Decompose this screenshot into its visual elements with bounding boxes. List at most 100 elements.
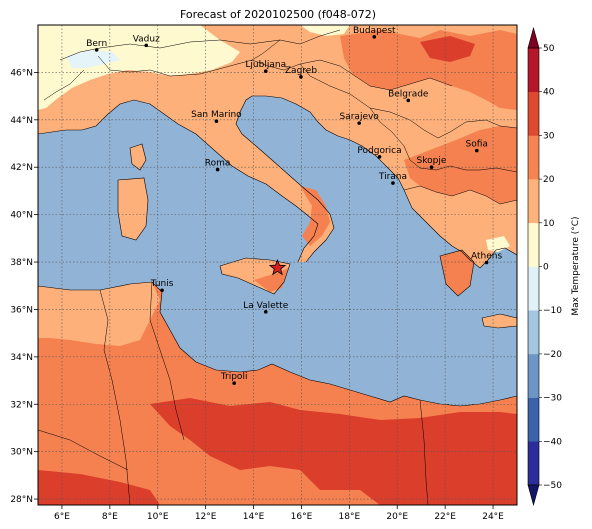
colorbar: −50 −40 −30 −20 −10 0 10 20 30 40 50	[527, 26, 562, 507]
city-label: Ljubljana	[245, 60, 286, 70]
y-tick-label: 36°N	[10, 305, 33, 315]
land-warm-hungary	[340, 30, 517, 110]
land-corsica	[130, 144, 146, 170]
city-dot	[377, 154, 382, 159]
y-tick-label: 44°N	[10, 116, 33, 126]
colorbar-segment	[528, 48, 539, 92]
city-dot	[215, 167, 220, 172]
city-label: Zagreb	[285, 66, 317, 76]
city-label: Podgorica	[357, 146, 401, 156]
city-dot	[474, 148, 479, 153]
country-borders	[38, 29, 517, 505]
colorbar-tick-label: −20	[543, 350, 562, 360]
y-tick-label: 46°N	[10, 68, 33, 78]
city-label: Vaduz	[133, 34, 160, 44]
city-label: Roma	[205, 159, 231, 169]
land-balkan-cool	[300, 25, 350, 36]
coastlines	[38, 95, 517, 407]
colorbar-tick-label: 20	[543, 175, 555, 185]
city-dot	[263, 69, 268, 74]
longitude-axis: 6°E 8°E 10°E 12°E 14°E 16°E 18°E 20°E 22°E 24°E	[54, 505, 504, 522]
city-label: Belgrade	[388, 89, 429, 99]
colorbar-label: Max Temperature (°C)	[571, 216, 581, 315]
city-dot	[299, 75, 303, 79]
city-dot	[406, 98, 411, 103]
y-tick-label: 40°N	[10, 211, 33, 221]
x-tick-label: 16°E	[291, 512, 313, 522]
y-tick-label: 38°N	[10, 258, 33, 268]
city-label: Athens	[471, 252, 502, 262]
event-marker-star	[268, 258, 287, 276]
colorbar-segment	[528, 266, 539, 311]
land-sicily-warm	[254, 268, 288, 292]
star-shape	[268, 258, 287, 276]
x-tick-label: 14°E	[243, 512, 265, 522]
colorbar-tick-label: 40	[543, 88, 555, 98]
colorbar-tick-label: −50	[543, 481, 562, 491]
city-label: San Marino	[191, 110, 242, 120]
colorbar-tick-label: 0	[543, 263, 549, 273]
city-dot	[484, 260, 489, 265]
colorbar-segment	[528, 135, 539, 180]
land-sardinia	[118, 178, 148, 240]
land-peloponnese	[440, 250, 474, 296]
colorbar-segment	[528, 91, 539, 136]
colorbar-segment	[528, 397, 539, 442]
land-hot-east	[420, 36, 475, 62]
land-warm-balkans	[404, 126, 517, 204]
x-tick-label: 18°E	[339, 512, 361, 522]
city-dot	[94, 48, 99, 52]
figure-title: Forecast of 2020102500 (f048-072)	[180, 8, 376, 21]
city-label: Sofia	[466, 140, 488, 150]
city-dot	[232, 381, 236, 385]
colorbar-segment	[528, 441, 539, 486]
y-tick-label: 30°N	[10, 448, 33, 458]
y-tick-label: 34°N	[10, 353, 33, 363]
city-dot	[357, 121, 361, 125]
city-label: Budapest	[353, 26, 396, 36]
city-label: Tunis	[150, 279, 174, 289]
colorbar-extend-max	[527, 26, 540, 49]
colorbar-tick-label: −40	[543, 437, 562, 447]
city-label: Tirana	[378, 172, 407, 182]
colorbar-segment	[528, 310, 539, 355]
y-tick-label: 42°N	[10, 163, 33, 173]
y-tick-label: 32°N	[10, 400, 33, 410]
city-dot	[144, 43, 149, 48]
city-label: Sarajevo	[340, 112, 380, 122]
city-label: Bern	[86, 39, 107, 49]
city-dot	[160, 288, 164, 293]
city-dot	[429, 165, 434, 170]
colorbar-segment	[528, 179, 539, 224]
colorbar-segment	[528, 222, 539, 267]
x-tick-label: 8°E	[102, 512, 118, 522]
city-dot	[372, 35, 377, 39]
land-crete	[482, 314, 517, 328]
map-frame	[37, 24, 518, 506]
x-tick-label: 12°E	[195, 512, 217, 522]
x-tick-label: 20°E	[386, 512, 408, 522]
x-tick-label: 10°E	[147, 512, 169, 522]
land-tunisia-mild	[38, 282, 160, 346]
city-label: Skopje	[417, 156, 447, 166]
colorbar-tick-label: −30	[543, 394, 562, 404]
city-dot	[263, 310, 268, 314]
city-dot	[391, 181, 395, 185]
x-tick-label: 22°E	[434, 512, 456, 522]
latitude-axis: 28°N 30°N 32°N 34°N 36°N 38°N 40°N 42°N 44°N 46°N	[10, 68, 38, 505]
colorbar-segment	[528, 353, 539, 398]
land-warm-southitaly	[300, 186, 330, 246]
colorbar-extend-min	[527, 484, 540, 507]
colorbar-tick-label: 30	[543, 131, 555, 141]
land-alps-cold	[66, 50, 120, 68]
graticule	[38, 25, 517, 505]
city-label: Tripoli	[220, 372, 248, 382]
x-tick-label: 24°E	[482, 512, 504, 522]
colorbar-tick-label: −10	[543, 306, 562, 316]
city-label: La Valette	[243, 301, 288, 311]
land-alps-cool	[38, 25, 240, 110]
city-dot	[214, 119, 219, 124]
